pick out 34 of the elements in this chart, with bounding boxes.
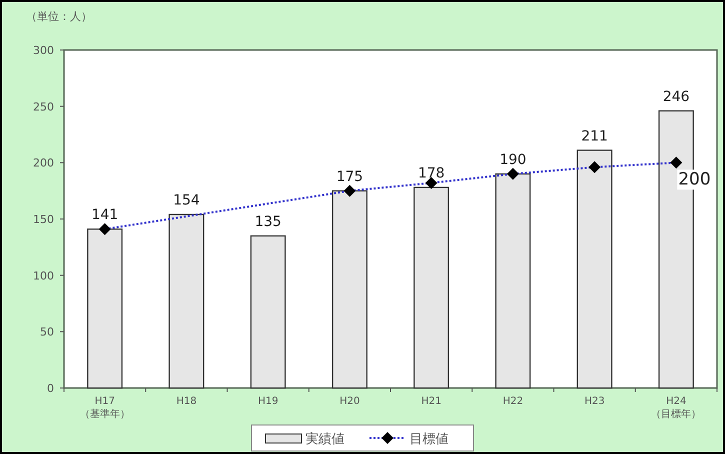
bar: [332, 190, 368, 389]
data-label: 211: [581, 128, 608, 144]
data-label: 190: [500, 152, 526, 168]
x-tick-label: H22: [502, 396, 524, 407]
bar: [414, 186, 450, 389]
y-tick-label: 250: [33, 100, 54, 114]
y-tick-label: 50: [40, 326, 54, 339]
data-label: 200: [678, 170, 711, 190]
x-tick-label: H21: [421, 396, 442, 407]
x-tick-label: H18: [176, 396, 197, 407]
data-label: 178: [418, 165, 445, 182]
y-tick-label: 150: [33, 213, 54, 226]
bar: [168, 214, 204, 389]
data-label: 141: [91, 207, 118, 224]
data-label: 154: [173, 192, 200, 208]
x-tick-label: H19: [258, 396, 278, 407]
y-tick-label: 100: [33, 269, 54, 282]
legend-label: 実績値: [306, 431, 344, 447]
data-label: 175: [336, 168, 364, 185]
y-tick-label: 300: [33, 44, 54, 57]
x-tick-label: H20: [340, 396, 360, 407]
x-tick-label: H17 （基準年）: [80, 396, 130, 420]
bar: [87, 228, 123, 389]
y-tick-label: 0: [47, 382, 54, 395]
data-label: 135: [254, 214, 282, 230]
x-tick-label: H24 （目標年）: [651, 396, 702, 420]
y-tick-label: 200: [33, 156, 54, 170]
bar: [250, 235, 286, 389]
data-label: 246: [662, 88, 690, 105]
legend-label: 目標値: [410, 432, 448, 447]
bar: [495, 173, 531, 389]
x-tick-label: H23: [584, 396, 605, 407]
y-axis-title: （単位：人）: [26, 10, 92, 23]
bar: [576, 150, 612, 389]
